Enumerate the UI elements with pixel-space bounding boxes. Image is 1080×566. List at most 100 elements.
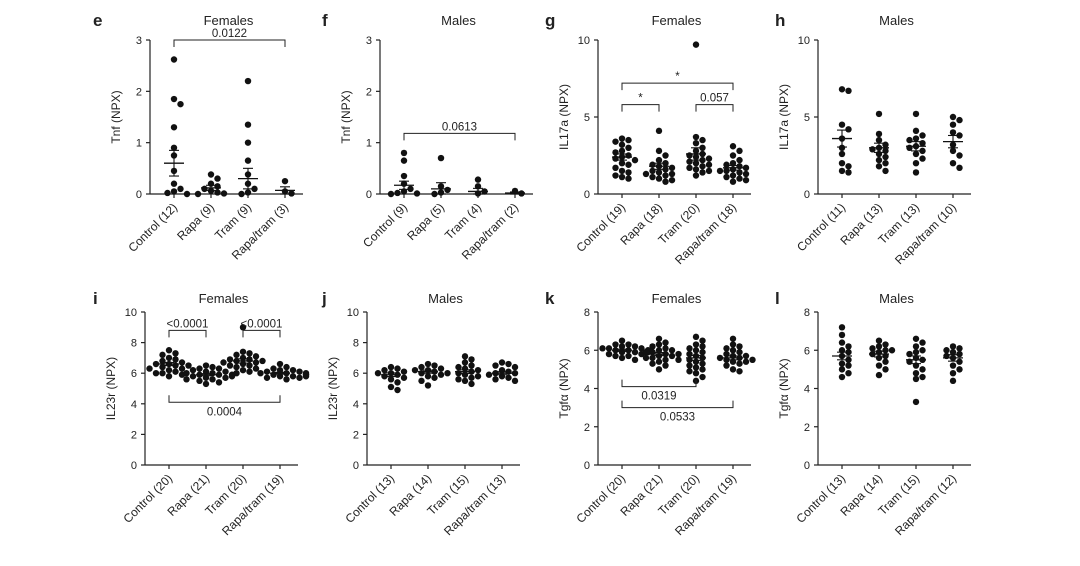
data-point: [461, 377, 469, 385]
data-point: [742, 352, 750, 360]
data-point: [172, 350, 179, 357]
data-point: [505, 360, 512, 368]
panel-letter: f: [322, 11, 328, 30]
data-point: [949, 370, 957, 377]
data-point: [912, 335, 920, 342]
data-point: [692, 347, 700, 354]
data-point: [699, 163, 706, 170]
panel-letter: g: [545, 11, 555, 30]
data-point: [159, 351, 166, 359]
data-point: [474, 373, 482, 380]
data-point: [170, 180, 178, 187]
data-point: [257, 370, 264, 377]
data-point: [170, 144, 178, 151]
data-point: [246, 350, 253, 357]
data-point: [511, 370, 519, 377]
data-point: [251, 185, 258, 193]
data-point: [699, 169, 706, 176]
data-point: [655, 366, 663, 373]
panel-letter: k: [545, 289, 555, 308]
y-tick-label: 0: [584, 189, 590, 201]
data-point: [612, 352, 619, 360]
data-point: [207, 171, 215, 178]
data-point: [444, 186, 451, 194]
y-tick-label: 3: [136, 35, 142, 47]
significance-label: <0.0001: [167, 318, 209, 330]
data-point: [838, 167, 846, 175]
data-point: [159, 357, 166, 365]
data-point: [424, 382, 432, 389]
data-point: [705, 167, 713, 175]
data-point: [912, 135, 920, 142]
data-point: [209, 376, 216, 383]
data-point: [209, 363, 216, 371]
data-point: [625, 341, 632, 348]
data-point: [949, 121, 957, 128]
panel-letter: j: [321, 289, 327, 308]
data-point: [599, 345, 606, 352]
data-point: [288, 190, 295, 197]
y-tick-label: 0: [136, 189, 142, 201]
data-point: [882, 160, 889, 167]
data-point: [474, 176, 482, 183]
data-point: [736, 343, 743, 350]
data-point: [912, 375, 920, 383]
data-point: [875, 354, 883, 362]
data-point: [413, 190, 421, 197]
significance-bracket: [403, 132, 516, 141]
category-label: Control (19): [573, 200, 628, 255]
y-axis-label: Tgfα (NPX): [557, 358, 571, 418]
data-point: [283, 363, 290, 371]
category-label: Control (20): [573, 471, 628, 526]
data-point: [618, 343, 626, 350]
significance-bracket: [168, 329, 207, 338]
data-point: [444, 370, 451, 377]
data-point: [845, 362, 852, 369]
data-point: [882, 341, 889, 348]
data-point: [238, 190, 245, 198]
data-point: [259, 357, 266, 365]
data-point: [699, 343, 706, 350]
data-point: [912, 160, 920, 167]
panel-letter: e: [93, 11, 102, 30]
data-point: [400, 149, 408, 157]
data-point: [152, 370, 160, 377]
data-point: [736, 156, 743, 164]
data-point: [692, 139, 700, 147]
data-point: [949, 160, 957, 167]
y-axis-label: Tnf (NPX): [339, 90, 353, 143]
data-point: [662, 172, 669, 179]
data-point: [625, 175, 632, 182]
data-point: [655, 175, 663, 182]
panel-title: Females: [199, 291, 249, 306]
data-point: [655, 169, 663, 176]
data-point: [220, 359, 227, 366]
data-point: [956, 358, 963, 365]
data-point: [662, 362, 669, 369]
y-tick-label: 8: [131, 338, 137, 350]
data-point: [838, 144, 846, 151]
data-point: [387, 376, 395, 383]
y-tick-label: 6: [131, 368, 137, 380]
data-point: [949, 348, 957, 356]
data-point: [875, 163, 883, 170]
data-point: [692, 370, 700, 377]
data-point: [170, 95, 178, 103]
data-point: [956, 152, 963, 159]
data-point: [956, 366, 963, 373]
data-point: [170, 188, 178, 195]
data-point: [668, 176, 676, 184]
data-point: [692, 333, 700, 341]
data-point: [723, 345, 730, 352]
data-point: [618, 337, 626, 344]
data-point: [618, 135, 626, 142]
panel-letter: h: [775, 11, 785, 30]
category-label: Control (9): [360, 200, 410, 250]
data-point: [189, 366, 197, 374]
data-point: [686, 152, 693, 159]
data-point: [912, 370, 920, 377]
data-point: [705, 161, 713, 168]
data-point: [655, 358, 663, 365]
